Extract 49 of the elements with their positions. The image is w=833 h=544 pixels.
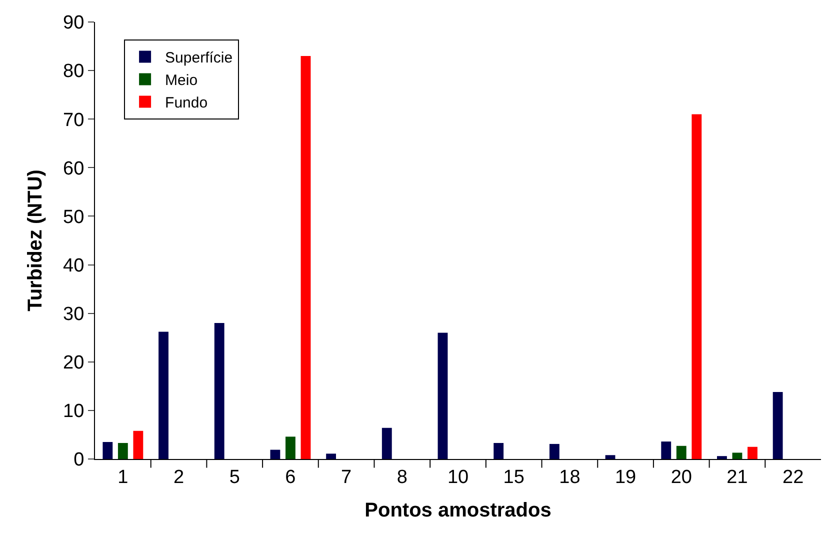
bar — [692, 114, 702, 459]
x-axis-title: Pontos amostrados — [364, 499, 552, 522]
bar — [102, 442, 113, 459]
y-tick-label: 40 — [63, 255, 84, 276]
x-tick-label: 6 — [285, 466, 296, 488]
x-tick-label: 15 — [503, 466, 524, 488]
y-tick-label: 20 — [63, 352, 84, 374]
bar — [118, 442, 128, 459]
y-tick-label: 30 — [63, 304, 84, 325]
legend-label: Superfície — [165, 50, 233, 67]
x-tick-label: 5 — [229, 466, 240, 488]
bar — [382, 428, 392, 459]
bar — [300, 56, 311, 459]
y-tick-label: 70 — [63, 110, 84, 131]
bar — [133, 430, 144, 459]
x-tick-label: 22 — [782, 466, 804, 488]
y-tick-label: 80 — [63, 61, 84, 82]
legend-label: Meio — [165, 72, 198, 90]
bar — [676, 446, 686, 459]
x-tick-label: 20 — [670, 466, 692, 488]
x-tick-label: 7 — [341, 466, 352, 488]
y-tick-label: 0 — [74, 450, 84, 471]
x-tick-label: 1 — [118, 466, 128, 488]
bar — [549, 444, 560, 459]
bar — [494, 442, 504, 459]
bar — [732, 452, 742, 459]
x-tick-label: 18 — [559, 466, 580, 488]
bar — [270, 450, 280, 459]
bar — [717, 456, 727, 459]
x-tick-label: 10 — [447, 466, 469, 488]
bar — [772, 392, 783, 459]
y-axis-title: Turbidez (NTU) — [24, 170, 47, 312]
x-tick-label: 8 — [396, 466, 408, 488]
x-tick-label: 2 — [173, 466, 184, 488]
bar — [605, 455, 616, 459]
x-tick-label: 19 — [614, 466, 636, 488]
y-tick-label: 50 — [63, 206, 84, 228]
y-tick-label: 60 — [63, 158, 84, 180]
legend-label: Fundo — [165, 94, 208, 112]
bar — [286, 436, 296, 459]
x-tick-label: 21 — [726, 466, 748, 488]
bar — [661, 442, 672, 459]
y-tick-label: 90 — [63, 12, 84, 34]
bar — [438, 332, 448, 459]
bar — [326, 454, 336, 459]
bar — [748, 446, 758, 459]
bar — [158, 332, 168, 459]
bar — [214, 323, 224, 459]
y-tick-label: 10 — [63, 401, 84, 422]
